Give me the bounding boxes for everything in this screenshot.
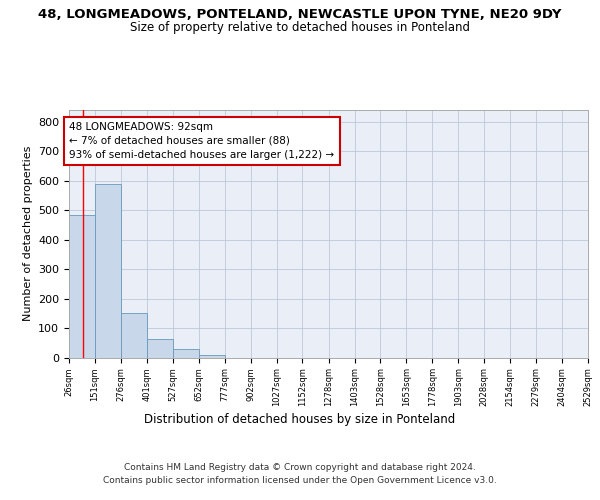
Text: 48, LONGMEADOWS, PONTELAND, NEWCASTLE UPON TYNE, NE20 9DY: 48, LONGMEADOWS, PONTELAND, NEWCASTLE UP… [38,8,562,20]
Text: Distribution of detached houses by size in Ponteland: Distribution of detached houses by size … [145,412,455,426]
Bar [147,339,173,357]
Text: Contains public sector information licensed under the Open Government Licence v3: Contains public sector information licen… [103,476,497,485]
Bar [121,314,147,358]
Text: 48 LONGMEADOWS: 92sqm
← 7% of detached houses are smaller (88)
93% of semi-detac: 48 LONGMEADOWS: 92sqm ← 7% of detached h… [70,122,335,160]
Text: Contains HM Land Registry data © Crown copyright and database right 2024.: Contains HM Land Registry data © Crown c… [124,462,476,471]
Bar [173,348,199,358]
Y-axis label: Number of detached properties: Number of detached properties [23,146,32,322]
Text: Size of property relative to detached houses in Ponteland: Size of property relative to detached ho… [130,21,470,34]
Bar [95,184,121,358]
Bar [199,354,225,358]
Bar [69,214,95,358]
